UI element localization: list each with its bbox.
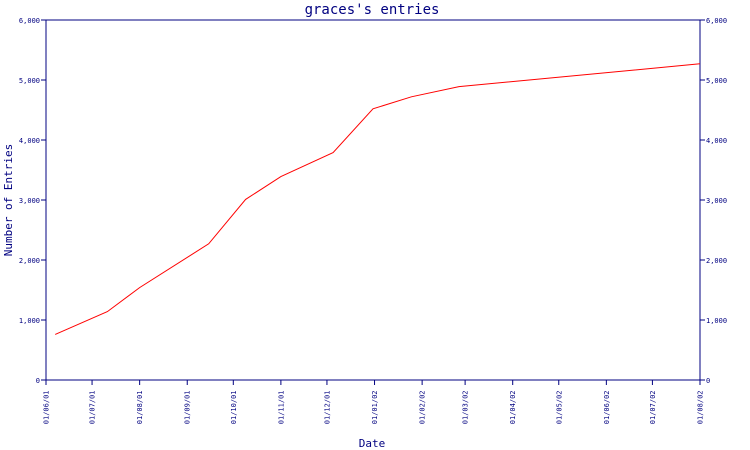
- x-tick-label: 01/07/01: [89, 391, 97, 425]
- x-tick-label: 01/08/02: [697, 391, 705, 425]
- y-tick-label-left: 5,000: [19, 77, 40, 85]
- x-tick-label: 01/10/01: [230, 391, 238, 425]
- x-tick-label: 01/02/02: [419, 391, 427, 425]
- x-tick-label: 01/12/01: [323, 391, 331, 425]
- y-axis-label: Number of Entries: [2, 144, 15, 257]
- x-tick-label: 01/06/01: [43, 391, 51, 425]
- y-tick-label-left: 0: [36, 377, 40, 385]
- x-axis-label: Date: [359, 437, 386, 450]
- series-line: [54, 63, 701, 335]
- y-tick-label-right: 0: [706, 377, 710, 385]
- x-tick-label: 01/03/02: [462, 391, 470, 425]
- y-tick-label-left: 2,000: [19, 257, 40, 265]
- series-group: [54, 63, 701, 335]
- y-tick-label-left: 4,000: [19, 137, 40, 145]
- y-tick-label-right: 4,000: [706, 137, 727, 145]
- y-axis-ticks: 0 0 1,000 1,000 2,000 2,000 3,000 3,000 4,000 4,0…: [19, 17, 727, 385]
- y-tick-label-left: 6,000: [19, 17, 40, 25]
- x-tick-label: 01/05/02: [555, 391, 563, 425]
- x-tick-label: 01/04/02: [509, 391, 517, 425]
- y-tick-label-right: 6,000: [706, 17, 727, 25]
- x-tick-label: 01/08/01: [136, 391, 144, 425]
- y-tick-label-left: 1,000: [19, 317, 40, 325]
- chart-title: graces's entries: [305, 2, 440, 18]
- y-tick-label-right: 5,000: [706, 77, 727, 85]
- x-tick-label: 01/07/02: [649, 391, 657, 425]
- x-tick-label: 01/01/02: [371, 391, 379, 425]
- x-tick-label: 01/06/02: [603, 391, 611, 425]
- y-tick-label-right: 2,000: [706, 257, 727, 265]
- x-axis-ticks: 01/06/01 01/07/01 01/08/01 01/09/01 01/10/01…: [43, 380, 705, 424]
- x-tick-label: 01/09/01: [184, 391, 192, 425]
- y-tick-label-right: 1,000: [706, 317, 727, 325]
- y-tick-label-left: 3,000: [19, 197, 40, 205]
- plot-area: [45, 19, 701, 381]
- x-tick-label: 01/11/01: [277, 391, 285, 425]
- y-tick-label-right: 3,000: [706, 197, 727, 205]
